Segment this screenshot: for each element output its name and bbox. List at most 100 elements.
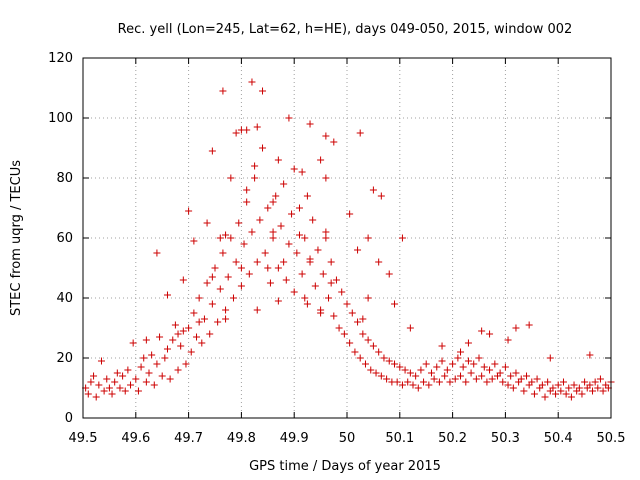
data-point	[129, 339, 137, 347]
data-point	[377, 192, 385, 200]
data-point	[232, 129, 240, 137]
data-point	[380, 354, 388, 362]
x-tick-label: 50.3	[491, 431, 520, 446]
data-point	[190, 237, 198, 245]
y-tick-label: 120	[48, 51, 73, 66]
data-point	[451, 375, 459, 383]
data-point	[251, 174, 259, 182]
data-point	[235, 219, 243, 227]
data-point	[575, 384, 583, 392]
data-point	[206, 330, 214, 338]
data-point	[499, 378, 507, 386]
data-point	[472, 375, 480, 383]
data-point	[132, 375, 140, 383]
data-point	[277, 222, 285, 230]
data-point	[327, 279, 335, 287]
data-point	[295, 231, 303, 239]
data-point	[274, 264, 282, 272]
data-point	[578, 390, 586, 398]
data-point	[195, 318, 203, 326]
data-point	[501, 363, 509, 371]
y-tick-label: 100	[48, 111, 73, 126]
data-point	[113, 369, 121, 377]
x-tick-label: 50.2	[438, 431, 467, 446]
data-point	[356, 354, 364, 362]
data-point	[369, 342, 377, 350]
data-point	[454, 354, 462, 362]
chart-title: Rec. yell (Lon=245, Lat=62, h=HE), days …	[118, 22, 573, 37]
data-point	[443, 366, 451, 374]
data-point	[182, 360, 190, 368]
data-point	[237, 264, 245, 272]
data-point	[546, 354, 554, 362]
data-point	[354, 246, 362, 254]
data-point	[554, 381, 562, 389]
data-point	[95, 381, 103, 389]
data-point	[243, 126, 251, 134]
y-tick-label: 40	[56, 291, 73, 306]
data-points	[82, 78, 615, 401]
data-point	[245, 270, 253, 278]
x-tick-label: 50.1	[385, 431, 414, 446]
x-tick-label: 49.7	[174, 431, 203, 446]
data-point	[156, 333, 164, 341]
data-point	[148, 351, 156, 359]
data-point	[119, 372, 127, 380]
data-point	[314, 246, 322, 254]
data-point	[596, 375, 604, 383]
data-point	[520, 387, 528, 395]
data-point	[203, 219, 211, 227]
data-point	[346, 339, 354, 347]
data-point	[124, 366, 132, 374]
data-point	[166, 375, 174, 383]
data-point	[599, 387, 607, 395]
data-point	[227, 234, 235, 242]
data-point	[420, 378, 428, 386]
data-point	[322, 132, 330, 140]
data-point	[261, 249, 269, 257]
data-point	[200, 315, 208, 323]
data-point	[295, 204, 303, 212]
data-point	[248, 228, 256, 236]
x-tick-label: 50.4	[544, 431, 573, 446]
data-point	[243, 198, 251, 206]
data-point	[298, 270, 306, 278]
data-point	[214, 318, 222, 326]
data-point	[319, 270, 327, 278]
data-point	[359, 315, 367, 323]
data-point	[301, 294, 309, 302]
y-axis-label: STEC from uqrg / TECUs	[9, 160, 24, 316]
data-point	[285, 114, 293, 122]
data-point	[306, 255, 314, 263]
data-point	[269, 198, 277, 206]
data-point	[108, 390, 116, 398]
data-point	[142, 336, 150, 344]
data-point	[158, 372, 166, 380]
data-point	[483, 378, 491, 386]
data-point	[293, 249, 301, 257]
y-tick-label: 60	[56, 231, 73, 246]
data-point	[530, 390, 538, 398]
data-point	[251, 162, 259, 170]
data-point	[216, 285, 224, 293]
data-point	[372, 369, 380, 377]
data-point	[538, 381, 546, 389]
data-point	[486, 366, 494, 374]
data-point	[332, 276, 340, 284]
data-point	[282, 276, 290, 284]
y-tick-label: 20	[56, 351, 73, 366]
grid-lines	[83, 58, 611, 418]
data-point	[179, 276, 187, 284]
data-point	[142, 378, 150, 386]
data-point	[586, 381, 594, 389]
data-point	[127, 381, 135, 389]
data-point	[359, 330, 367, 338]
data-point	[509, 384, 517, 392]
data-point	[259, 87, 267, 95]
data-point	[290, 165, 298, 173]
data-point	[92, 393, 100, 401]
data-point	[457, 348, 465, 356]
data-point	[375, 348, 383, 356]
data-point	[464, 357, 472, 365]
